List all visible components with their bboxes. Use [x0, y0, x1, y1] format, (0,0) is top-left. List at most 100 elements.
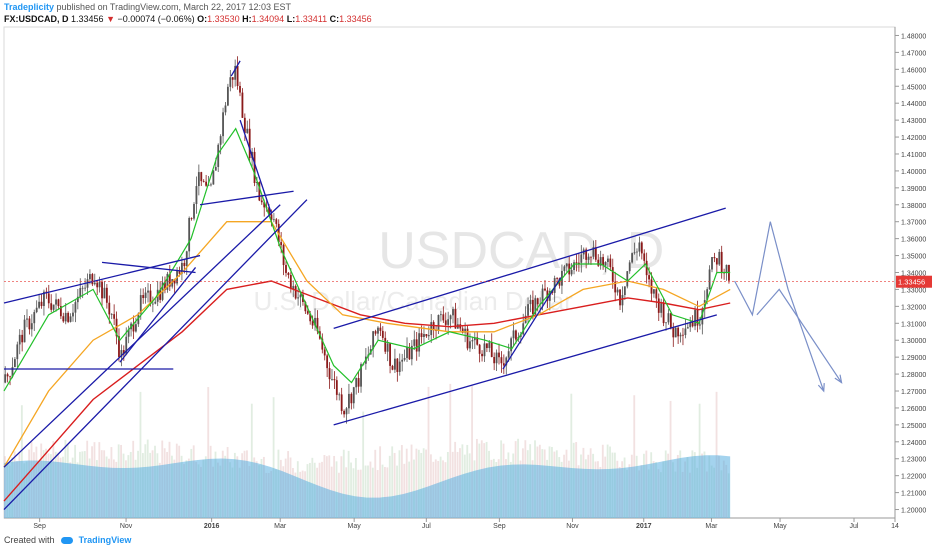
candle-body	[294, 286, 297, 299]
publish-info: Tradeplicity published on TradingView.co…	[4, 2, 291, 12]
candle-body	[246, 128, 249, 133]
ma-slow-line	[3, 280, 731, 502]
candle-body	[500, 357, 503, 364]
candle-body	[442, 314, 445, 321]
volume-bar	[359, 469, 362, 518]
candle-body	[147, 290, 149, 293]
candle-body	[103, 287, 106, 299]
tradingview-link[interactable]: TradingView	[78, 535, 132, 545]
candle-body	[253, 151, 256, 184]
x-tick-label: 2017	[636, 523, 652, 530]
symbol-name[interactable]: FX:USDCAD, D	[4, 14, 69, 24]
volume-bar	[325, 456, 328, 518]
x-tick-label: Jul	[422, 523, 431, 530]
candle-body	[684, 328, 687, 336]
candle-body	[81, 287, 84, 289]
y-tick-label: 1.32000	[901, 304, 926, 311]
volume-bar	[403, 463, 406, 518]
candle-body	[326, 355, 329, 369]
candle-body	[151, 303, 154, 305]
volume-bar	[354, 458, 357, 518]
candle-body	[50, 303, 53, 310]
volume-bar	[207, 387, 210, 518]
candle-body	[636, 251, 638, 253]
candle-body	[645, 260, 648, 276]
y-tick-label: 1.43000	[901, 118, 926, 125]
y-tick-label: 1.23000	[901, 457, 926, 464]
candle-body	[108, 302, 111, 315]
candle-body	[488, 342, 491, 349]
candle-body	[507, 351, 510, 358]
candle-body	[202, 181, 205, 182]
candle-body	[682, 334, 684, 336]
candle-body	[631, 253, 634, 263]
volume-bar	[369, 461, 372, 518]
candle-body	[510, 338, 513, 352]
candle-body	[449, 315, 452, 320]
candle-body	[35, 307, 38, 313]
y-tick-label: 1.37000	[901, 220, 926, 227]
volume-bar	[405, 448, 408, 518]
candle-body	[16, 344, 19, 360]
candle-body	[64, 312, 67, 322]
candle-body	[665, 322, 667, 324]
volume-bar	[388, 455, 391, 518]
open-value: 1.33530	[207, 14, 240, 24]
candle-body	[33, 312, 36, 324]
candle-body	[565, 263, 568, 267]
candle-body	[655, 289, 658, 299]
candle-body	[91, 274, 94, 285]
candle-body	[89, 274, 91, 280]
candle-body	[6, 374, 9, 377]
trendline	[239, 119, 272, 214]
trendline	[333, 314, 717, 426]
candle-body	[592, 247, 595, 257]
candle-body	[696, 309, 699, 326]
candle-body	[478, 344, 481, 354]
candle-body	[660, 303, 663, 313]
candle-body	[93, 282, 96, 285]
author-name[interactable]: Tradeplicity	[4, 2, 55, 12]
candle-body	[76, 296, 79, 303]
volume-bar	[410, 444, 413, 518]
candle-body	[623, 286, 626, 296]
candle-body	[57, 299, 60, 307]
candle-body	[597, 259, 600, 266]
candle-body	[323, 349, 326, 356]
candle-body	[398, 361, 401, 372]
candle-body	[193, 203, 195, 219]
candle-body	[483, 343, 486, 357]
y-tick-label: 1.21000	[901, 491, 926, 498]
candle-body	[577, 262, 580, 264]
candle-body	[708, 269, 711, 290]
volume-bar	[371, 467, 374, 518]
candle-body	[512, 330, 515, 339]
candle-body	[335, 380, 338, 395]
volume-bar	[367, 465, 369, 518]
candle-body	[403, 357, 406, 360]
candle-body	[619, 289, 621, 306]
candle-body	[144, 292, 147, 299]
candle-body	[181, 262, 183, 274]
candle-body	[168, 273, 171, 287]
candle-body	[285, 265, 287, 273]
y-tick-label: 1.29000	[901, 355, 926, 362]
candle-body	[614, 281, 617, 293]
candle-body	[86, 279, 89, 288]
candle-body	[401, 359, 404, 362]
candle-body	[706, 289, 709, 301]
candle-body	[515, 330, 517, 340]
candle-body	[640, 242, 643, 254]
trendline	[3, 199, 308, 510]
candle-body	[142, 295, 145, 299]
volume-bar	[328, 455, 331, 518]
candle-body	[214, 166, 217, 171]
candle-body	[667, 313, 670, 323]
trendline	[199, 190, 294, 206]
candle-body	[423, 334, 425, 337]
volume-bar	[350, 462, 352, 518]
candle-body	[38, 301, 41, 308]
candle-body	[306, 311, 309, 314]
candle-body	[328, 368, 331, 380]
